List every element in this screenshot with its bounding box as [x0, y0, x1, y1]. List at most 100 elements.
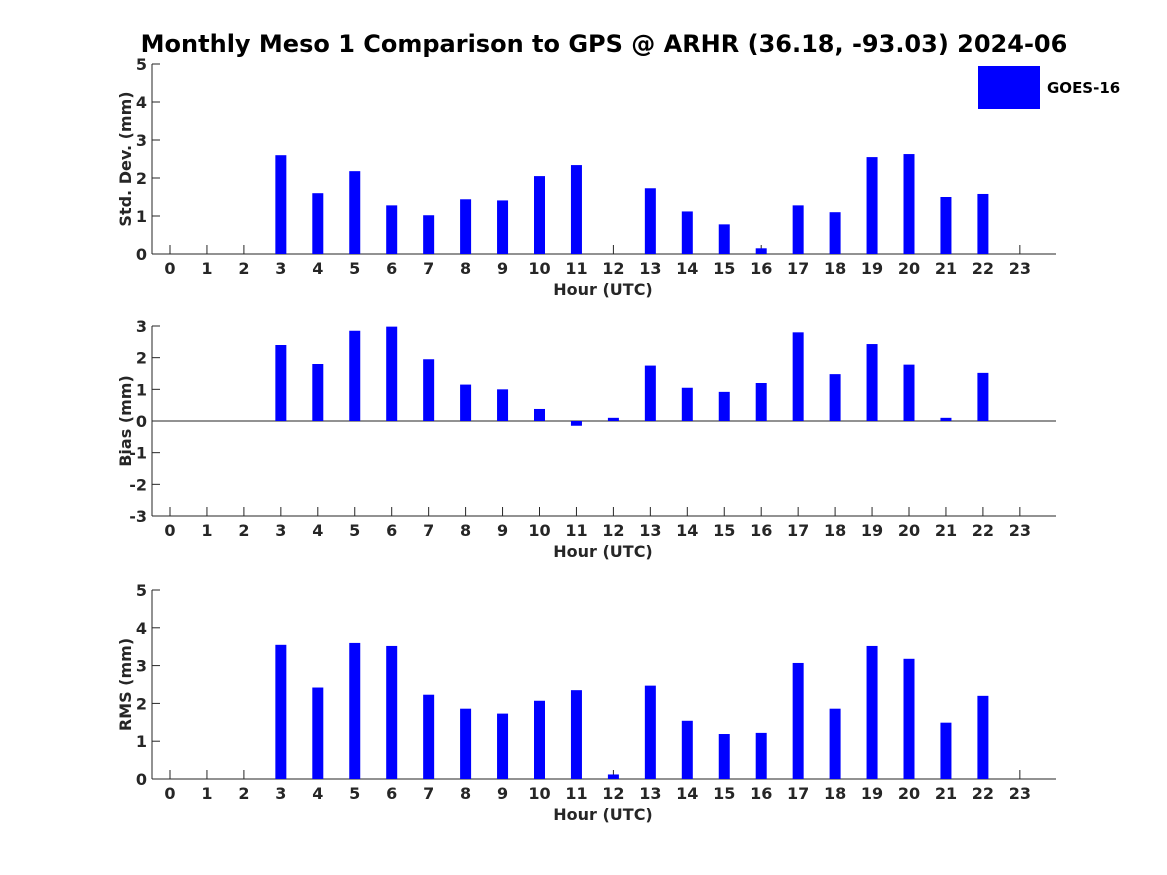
std-dev-bar-hour-20	[903, 154, 915, 254]
std-dev-x-tick-label: 10	[528, 259, 550, 278]
bias-bar-hour-4	[312, 364, 324, 421]
rms-x-tick-label: 1	[201, 784, 212, 803]
bias-bar-hour-16	[755, 383, 767, 421]
bias-x-tick-label: 15	[713, 521, 735, 540]
std-dev-x-tick-label: 12	[602, 259, 624, 278]
bias-bar-hour-13	[644, 365, 656, 421]
bias-x-tick-label: 5	[349, 521, 360, 540]
std-dev-x-tick-label: 6	[386, 259, 397, 278]
rms-bar-hour-17	[792, 662, 804, 779]
bias-x-tick-label: 12	[602, 521, 624, 540]
rms-x-tick-label: 3	[275, 784, 286, 803]
bias-x-tick-label: 8	[460, 521, 471, 540]
bias-x-tick-label: 4	[312, 521, 323, 540]
bias-x-tick-label: 2	[238, 521, 249, 540]
rms-x-tick-label: 16	[750, 784, 772, 803]
std-dev-x-tick-label: 22	[972, 259, 994, 278]
bias-bar-hour-12	[607, 417, 619, 421]
std-dev-bar-hour-7	[423, 215, 435, 254]
rms-x-tick-label: 18	[824, 784, 846, 803]
rms-y-tick-label: 2	[136, 694, 147, 713]
rms-x-tick-label: 6	[386, 784, 397, 803]
rms-x-tick-label: 22	[972, 784, 994, 803]
std-dev-bar-hour-11	[570, 165, 582, 254]
bias-bar-hour-7	[423, 359, 435, 421]
rms-bar-hour-5	[349, 642, 361, 779]
std-dev-x-tick-label: 15	[713, 259, 735, 278]
std-dev-x-tick-label: 11	[565, 259, 587, 278]
bias-x-tick-label: 13	[639, 521, 661, 540]
std-dev-y-tick-label: 3	[136, 131, 147, 150]
bias-y-tick-label: 3	[136, 317, 147, 336]
bias-bar-hour-6	[386, 326, 398, 421]
rms-x-tick-label: 17	[787, 784, 809, 803]
bias-bar-hour-3	[275, 345, 287, 421]
std-dev-x-tick-label: 5	[349, 259, 360, 278]
bias-bar-hour-18	[829, 374, 841, 421]
bias-x-tick-label: 10	[528, 521, 550, 540]
rms-y-tick-label: 1	[136, 732, 147, 751]
bias-x-tick-label: 1	[201, 521, 212, 540]
rms-x-tick-label: 14	[676, 784, 698, 803]
bias-x-tick-label: 14	[676, 521, 698, 540]
std-dev-x-tick-label: 3	[275, 259, 286, 278]
std-dev-x-tick-label: 13	[639, 259, 661, 278]
rms-x-tick-label: 19	[861, 784, 883, 803]
std-dev-y-tick-label: 2	[136, 169, 147, 188]
std-dev-bar-hour-13	[644, 188, 656, 254]
rms-y-tick-label: 0	[136, 770, 147, 789]
bias-x-tick-label: 17	[787, 521, 809, 540]
std-dev-bar-hour-3	[275, 155, 287, 254]
rms-bar-hour-21	[940, 722, 952, 779]
bias-x-tick-label: 3	[275, 521, 286, 540]
rms-bar-hour-16	[755, 732, 767, 779]
chart-title: Monthly Meso 1 Comparison to GPS @ ARHR …	[141, 30, 1068, 58]
bias-x-tick-label: 6	[386, 521, 397, 540]
bias-bar-hour-21	[940, 417, 952, 421]
std-dev-bar-hour-5	[349, 171, 361, 254]
rms-x-tick-label: 0	[164, 784, 175, 803]
std-dev-y-tick-label: 4	[136, 93, 147, 112]
std-dev-x-tick-label: 20	[898, 259, 920, 278]
rms-x-tick-label: 4	[312, 784, 323, 803]
rms-bar-hour-11	[570, 690, 582, 779]
bias-bar-hour-9	[497, 389, 509, 421]
std-dev-x-tick-label: 2	[238, 259, 249, 278]
bias-y-tick-label: 1	[136, 380, 147, 399]
rms-y-tick-label: 3	[136, 657, 147, 676]
std-dev-bar-hour-6	[386, 205, 398, 254]
rms-x-tick-label: 8	[460, 784, 471, 803]
std-dev-y-tick-label: 0	[136, 245, 147, 264]
rms-bar-hour-12	[607, 774, 619, 779]
rms-bar-hour-22	[977, 695, 989, 779]
std-dev-bar-hour-16	[755, 248, 767, 254]
std-dev-x-tick-label: 17	[787, 259, 809, 278]
bias-bar-hour-14	[681, 387, 693, 421]
bias-x-axis-label: Hour (UTC)	[553, 542, 653, 561]
bias-x-tick-label: 21	[935, 521, 957, 540]
std-dev-bar-hour-8	[460, 199, 472, 254]
bias-x-tick-label: 0	[164, 521, 175, 540]
rms-x-tick-label: 20	[898, 784, 920, 803]
rms-x-tick-label: 12	[602, 784, 624, 803]
bias-bar-hour-22	[977, 372, 989, 421]
rms-bar-hour-9	[497, 713, 509, 779]
std-dev-y-axis-label: Std. Dev. (mm)	[116, 91, 135, 226]
rms-bar-hour-18	[829, 708, 841, 779]
bias-x-tick-label: 11	[565, 521, 587, 540]
std-dev-bar-hour-4	[312, 193, 324, 254]
std-dev-x-tick-label: 18	[824, 259, 846, 278]
rms-bar-hour-10	[534, 700, 545, 779]
bias-x-tick-label: 22	[972, 521, 994, 540]
rms-y-tick-label: 4	[136, 619, 147, 638]
std-dev-y-tick-label: 5	[136, 55, 147, 74]
bias-bar-hour-17	[792, 332, 804, 421]
rms-y-axis-label: RMS (mm)	[116, 638, 135, 731]
bias-x-tick-label: 23	[1009, 521, 1031, 540]
bias-y-tick-label: -2	[129, 475, 147, 494]
std-dev-x-tick-label: 1	[201, 259, 212, 278]
